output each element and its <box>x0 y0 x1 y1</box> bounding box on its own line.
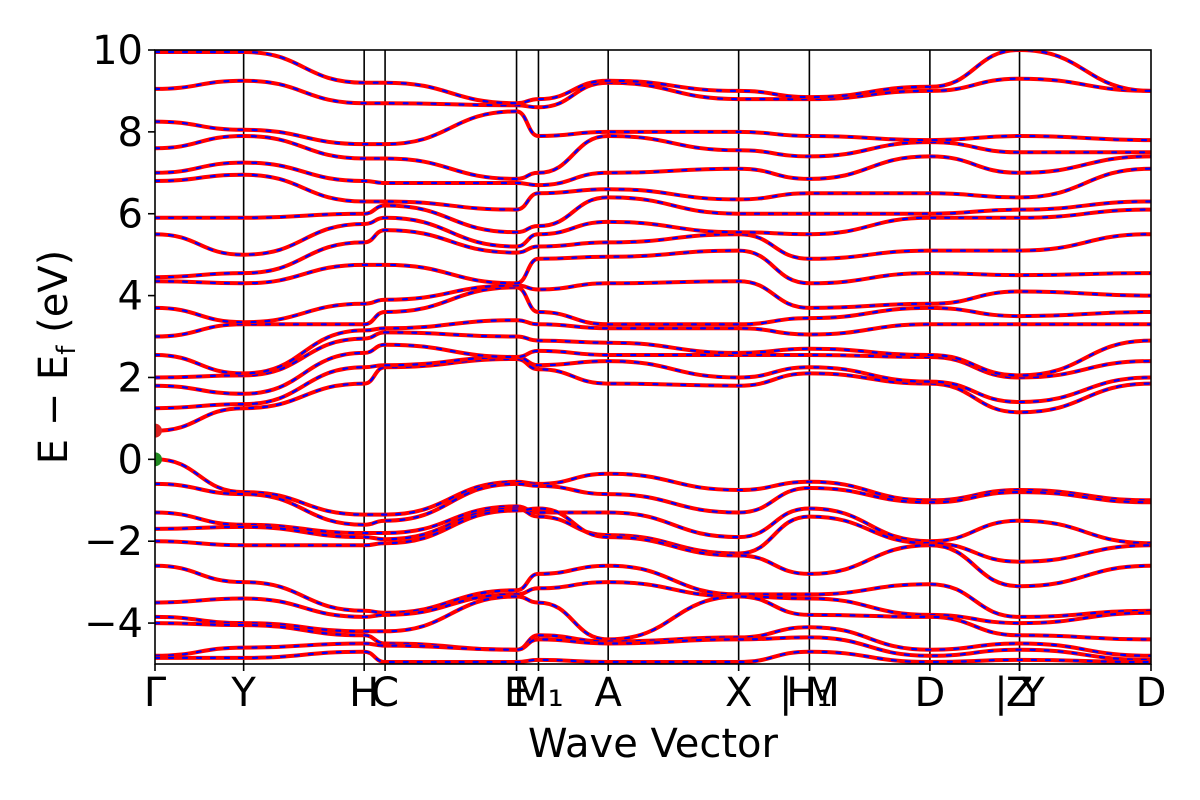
band-line-overlay-9 <box>155 208 1151 256</box>
band-line-overlay-15 <box>155 77 1151 109</box>
band-edge-markers <box>155 423 162 467</box>
band-line-overlay-16 <box>155 50 1151 105</box>
band-line-overlay-26 <box>155 636 1151 661</box>
band-edge-marker-cbm <box>155 423 162 438</box>
band-line-overlay-24 <box>155 595 1151 641</box>
band-line-11 <box>155 166 1151 212</box>
band-line-overlay-22 <box>155 564 1151 619</box>
y-tick-label: 8 <box>118 110 143 156</box>
y-axis: −4 −2 0 2 4 6 8 10 <box>84 28 155 647</box>
band-line-overlay-25 <box>155 622 1151 657</box>
x-tick-label: H₁ <box>786 670 832 716</box>
y-axis-label: E − Ef (eV) <box>31 250 82 465</box>
y-tick-label: −4 <box>84 601 143 647</box>
x-tick-label: X <box>725 670 752 716</box>
x-tick-label: Z <box>1006 670 1033 716</box>
band-line-overlay-8 <box>155 228 1151 279</box>
x-tick-label: Γ <box>144 670 167 716</box>
band-line-overlay-13 <box>155 134 1151 181</box>
x-tick-label: C <box>371 670 399 716</box>
x-tick-label: E <box>504 670 529 716</box>
band-line-overlay-23 <box>155 580 1151 625</box>
x-axis-label: Wave Vector <box>528 721 779 767</box>
y-axis-label-unit: (eV) <box>31 250 77 346</box>
x-tick-label: | M <box>779 670 840 716</box>
x-tick-label: A <box>594 670 622 716</box>
x-tick-label: D <box>914 670 945 716</box>
x-tick-label: M₁ <box>513 670 564 716</box>
band-line-overlay-14 <box>155 110 1151 146</box>
y-tick-label: −2 <box>84 519 143 565</box>
band-line-overlay-19 <box>155 505 1151 545</box>
band-line-overlay-3 <box>155 331 1151 379</box>
band-line-overlay-6 <box>155 280 1151 324</box>
band-edge-marker-vbm <box>155 452 162 467</box>
y-axis-label-main: E − E <box>31 355 77 465</box>
band-line-overlay-10 <box>155 196 1151 234</box>
band-line-7 <box>155 248 1151 286</box>
band-line-overlay-5 <box>155 286 1151 338</box>
y-tick-label: 2 <box>118 355 143 401</box>
band-line-overlay-2 <box>155 343 1151 395</box>
y-tick-label: 0 <box>118 437 143 483</box>
band-line-12 <box>155 154 1151 188</box>
x-tick-label: D <box>1136 670 1167 716</box>
x-axis: Γ Y HC EM₁ A X H₁| M D Z| Y D <box>144 664 1167 716</box>
band-line-overlay-27 <box>155 650 1151 664</box>
x-tick-label: H <box>349 670 379 716</box>
band-line-overlay-0 <box>155 357 1151 432</box>
y-tick-label: 6 <box>118 192 143 238</box>
y-tick-label: 10 <box>92 28 143 74</box>
band-line-overlay-1 <box>155 355 1151 410</box>
band-line-overlay-4 <box>155 319 1151 375</box>
band-lines <box>155 50 1151 664</box>
band-line-overlay-18 <box>155 482 1151 526</box>
band-line-overlay-21 <box>155 507 1151 588</box>
x-tick-label: Y <box>230 670 256 716</box>
y-tick-label: 4 <box>118 274 143 320</box>
plot-frame <box>154 49 1152 665</box>
x-tick-label: | Y <box>994 670 1045 716</box>
y-axis-label-sub: f <box>52 345 82 355</box>
